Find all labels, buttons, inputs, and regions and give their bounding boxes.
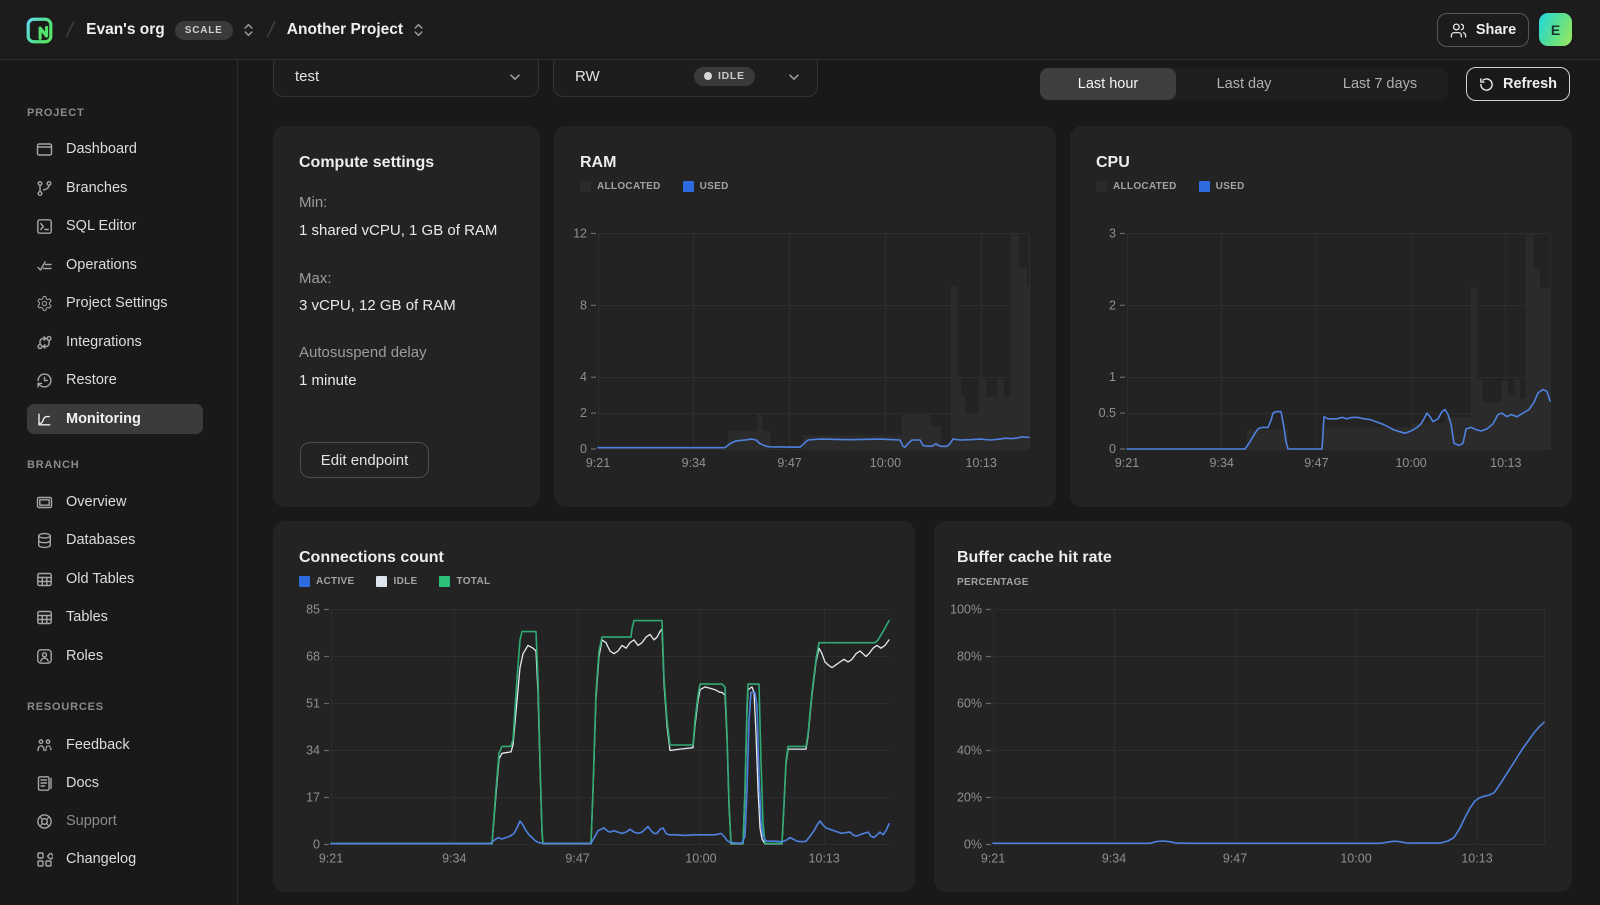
svg-text:9:34: 9:34 bbox=[442, 852, 466, 866]
svg-text:10:00: 10:00 bbox=[1395, 456, 1426, 470]
svg-text:34: 34 bbox=[306, 744, 320, 758]
svg-text:9:34: 9:34 bbox=[1210, 456, 1234, 470]
svg-text:9:21: 9:21 bbox=[1115, 456, 1139, 470]
svg-text:2: 2 bbox=[580, 406, 587, 420]
svg-text:9:34: 9:34 bbox=[682, 456, 706, 470]
svg-text:0%: 0% bbox=[964, 838, 982, 852]
svg-text:9:21: 9:21 bbox=[319, 852, 343, 866]
svg-text:68: 68 bbox=[306, 650, 320, 664]
svg-text:85: 85 bbox=[306, 603, 320, 617]
svg-text:9:47: 9:47 bbox=[1223, 852, 1247, 866]
svg-text:10:13: 10:13 bbox=[809, 852, 840, 866]
svg-text:9:21: 9:21 bbox=[586, 456, 610, 470]
svg-text:3: 3 bbox=[1109, 227, 1116, 241]
svg-text:0: 0 bbox=[313, 838, 320, 852]
svg-text:10:13: 10:13 bbox=[1461, 852, 1492, 866]
svg-text:20%: 20% bbox=[957, 791, 982, 805]
svg-text:9:34: 9:34 bbox=[1102, 852, 1126, 866]
svg-text:51: 51 bbox=[306, 697, 320, 711]
svg-text:9:47: 9:47 bbox=[1304, 456, 1328, 470]
svg-text:0: 0 bbox=[580, 442, 587, 456]
svg-text:100%: 100% bbox=[950, 603, 982, 617]
svg-text:10:13: 10:13 bbox=[1490, 456, 1521, 470]
svg-text:80%: 80% bbox=[957, 650, 982, 664]
svg-text:4: 4 bbox=[580, 370, 587, 384]
svg-text:0: 0 bbox=[1109, 442, 1116, 456]
svg-text:17: 17 bbox=[306, 791, 320, 805]
svg-text:9:47: 9:47 bbox=[777, 456, 801, 470]
svg-text:10:00: 10:00 bbox=[1340, 852, 1371, 866]
svg-text:9:21: 9:21 bbox=[981, 852, 1005, 866]
svg-text:0.5: 0.5 bbox=[1099, 406, 1116, 420]
svg-text:2: 2 bbox=[1109, 298, 1116, 312]
svg-text:40%: 40% bbox=[957, 744, 982, 758]
svg-text:60%: 60% bbox=[957, 697, 982, 711]
svg-text:10:00: 10:00 bbox=[685, 852, 716, 866]
svg-text:10:00: 10:00 bbox=[870, 456, 901, 470]
svg-text:9:47: 9:47 bbox=[565, 852, 589, 866]
svg-text:12: 12 bbox=[573, 227, 587, 241]
svg-text:1: 1 bbox=[1109, 370, 1116, 384]
svg-text:8: 8 bbox=[580, 298, 587, 312]
svg-text:10:13: 10:13 bbox=[966, 456, 997, 470]
